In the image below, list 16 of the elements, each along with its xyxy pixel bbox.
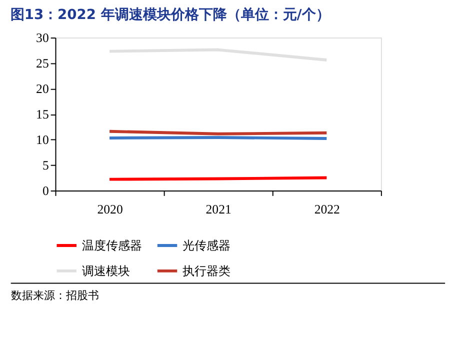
- y-tick-label: 5: [42, 158, 49, 172]
- y-tick-label: 30: [36, 30, 49, 45]
- y-tick-label: 0: [42, 184, 49, 198]
- x-tick-label: 2022: [314, 202, 340, 217]
- source-note: 数据来源：招股书: [10, 289, 99, 302]
- y-tick-label: 20: [36, 82, 49, 96]
- x-tick-label: 2021: [206, 202, 232, 217]
- y-tick-label: 10: [36, 132, 49, 147]
- y-tick-label: 15: [36, 107, 49, 122]
- x-tick-label: 2020: [97, 202, 123, 217]
- y-tick-label: 25: [36, 56, 49, 70]
- legend-label: 光传感器: [182, 238, 231, 252]
- legend-label: 执行器类: [182, 264, 231, 278]
- legend-label: 温度传感器: [82, 238, 142, 252]
- legend-label: 调速模块: [82, 264, 130, 278]
- chart-title: 图13：2022 年调速模块价格下降（单位：元/个）: [10, 6, 330, 23]
